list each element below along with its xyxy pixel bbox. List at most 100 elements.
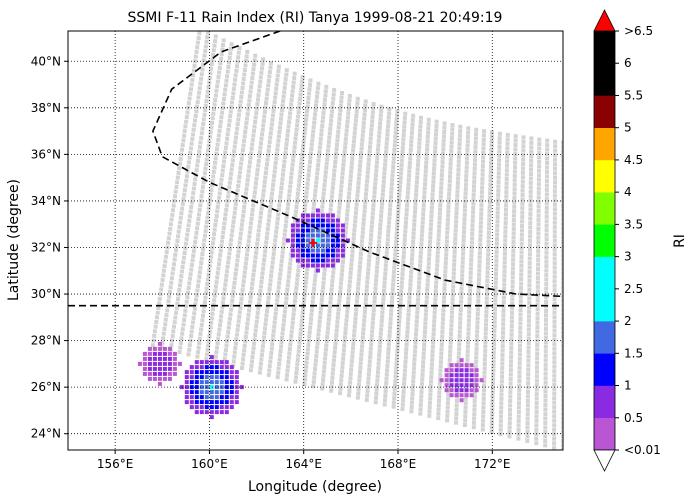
- swath-point: [389, 299, 394, 304]
- swath-point: [447, 375, 451, 380]
- swath-point: [552, 346, 557, 351]
- rain-point: [219, 360, 224, 365]
- rain-point: [209, 370, 214, 375]
- swath-point: [267, 209, 272, 214]
- swath-point: [469, 245, 474, 249]
- swath-point: [367, 254, 372, 259]
- rain-point: [315, 228, 320, 233]
- swath-point: [344, 225, 349, 230]
- swath-point: [513, 160, 518, 165]
- colorbar-segment: [594, 31, 615, 64]
- swath-point: [359, 348, 364, 353]
- swath-point: [454, 206, 459, 211]
- swath-point: [439, 190, 443, 195]
- swath-point: [437, 220, 442, 225]
- rain-point: [204, 390, 209, 395]
- swath-point: [561, 244, 563, 249]
- swath-point: [301, 301, 306, 306]
- swath-point: [218, 323, 222, 328]
- swath-point: [393, 252, 398, 257]
- rain-point: [199, 360, 204, 365]
- swath-point: [561, 271, 563, 276]
- swath-point: [186, 101, 191, 106]
- swath-point: [258, 215, 263, 220]
- swath-point: [332, 164, 337, 169]
- rain-point: [229, 405, 234, 410]
- swath-point: [537, 142, 542, 146]
- swath-point: [241, 213, 246, 218]
- swath-point: [428, 383, 433, 388]
- swath-point: [243, 261, 248, 266]
- swath-point: [561, 285, 563, 290]
- swath-point: [495, 206, 500, 211]
- swath-point: [346, 301, 350, 305]
- swath-point: [292, 307, 297, 312]
- swath-point: [359, 247, 364, 252]
- swath-point: [369, 342, 374, 347]
- swath-point: [458, 124, 463, 129]
- swath-point: [277, 276, 282, 281]
- swath-point: [321, 276, 326, 281]
- swath-point: [552, 333, 557, 338]
- swath-point: [387, 216, 392, 221]
- swath-point: [372, 295, 377, 300]
- swath-point: [256, 93, 261, 98]
- swath-point: [263, 171, 268, 175]
- swath-point: [419, 233, 424, 238]
- swath-point: [220, 47, 225, 52]
- swath-point: [255, 310, 260, 315]
- swath-point: [265, 304, 270, 309]
- swath-point: [392, 387, 397, 392]
- swath-point: [203, 233, 207, 238]
- swath-point: [294, 281, 299, 286]
- swath-point: [544, 214, 549, 219]
- swath-point: [355, 294, 360, 299]
- swath-point: [502, 282, 507, 287]
- swath-point: [543, 443, 548, 448]
- swath-point: [267, 213, 272, 218]
- swath-point: [455, 189, 460, 194]
- rain-point: [184, 400, 189, 405]
- swath-point: [561, 190, 563, 195]
- swath-point: [552, 337, 557, 342]
- swath-point: [467, 292, 472, 297]
- rain-point: [214, 370, 219, 375]
- swath-point: [258, 145, 263, 150]
- swath-point: [270, 265, 275, 270]
- swath-point: [426, 261, 431, 266]
- swath-point: [319, 128, 324, 133]
- rain-point: [320, 248, 325, 253]
- rain-point: [229, 370, 234, 375]
- swath-point: [437, 211, 442, 216]
- swath-point: [407, 169, 412, 174]
- swath-point: [481, 142, 486, 147]
- swath-point: [354, 109, 359, 114]
- swath-point: [495, 210, 500, 215]
- swath-point: [517, 361, 522, 366]
- swath-point: [473, 140, 478, 145]
- swath-point: [384, 381, 389, 386]
- swath-point: [276, 138, 281, 143]
- rain-point: [335, 233, 340, 238]
- swath-point: [196, 36, 201, 40]
- swath-point: [388, 316, 393, 321]
- swath-point: [272, 243, 277, 248]
- swath-point: [520, 184, 525, 189]
- swath-point: [362, 116, 367, 121]
- swath-point: [446, 392, 451, 397]
- swath-point: [329, 198, 334, 203]
- swath-point: [280, 331, 285, 336]
- swath-point: [320, 204, 325, 209]
- rain-point: [300, 263, 305, 268]
- swath-point: [296, 264, 301, 269]
- swath-point: [481, 155, 486, 160]
- swath-point: [535, 347, 540, 352]
- swath-point: [561, 317, 563, 321]
- swath-point: [543, 376, 548, 381]
- swath-point: [288, 180, 293, 185]
- swath-point: [448, 336, 453, 341]
- swath-point: [355, 290, 360, 295]
- swath-point: [267, 70, 272, 74]
- swath-point: [456, 172, 461, 177]
- swath-point: [196, 95, 201, 100]
